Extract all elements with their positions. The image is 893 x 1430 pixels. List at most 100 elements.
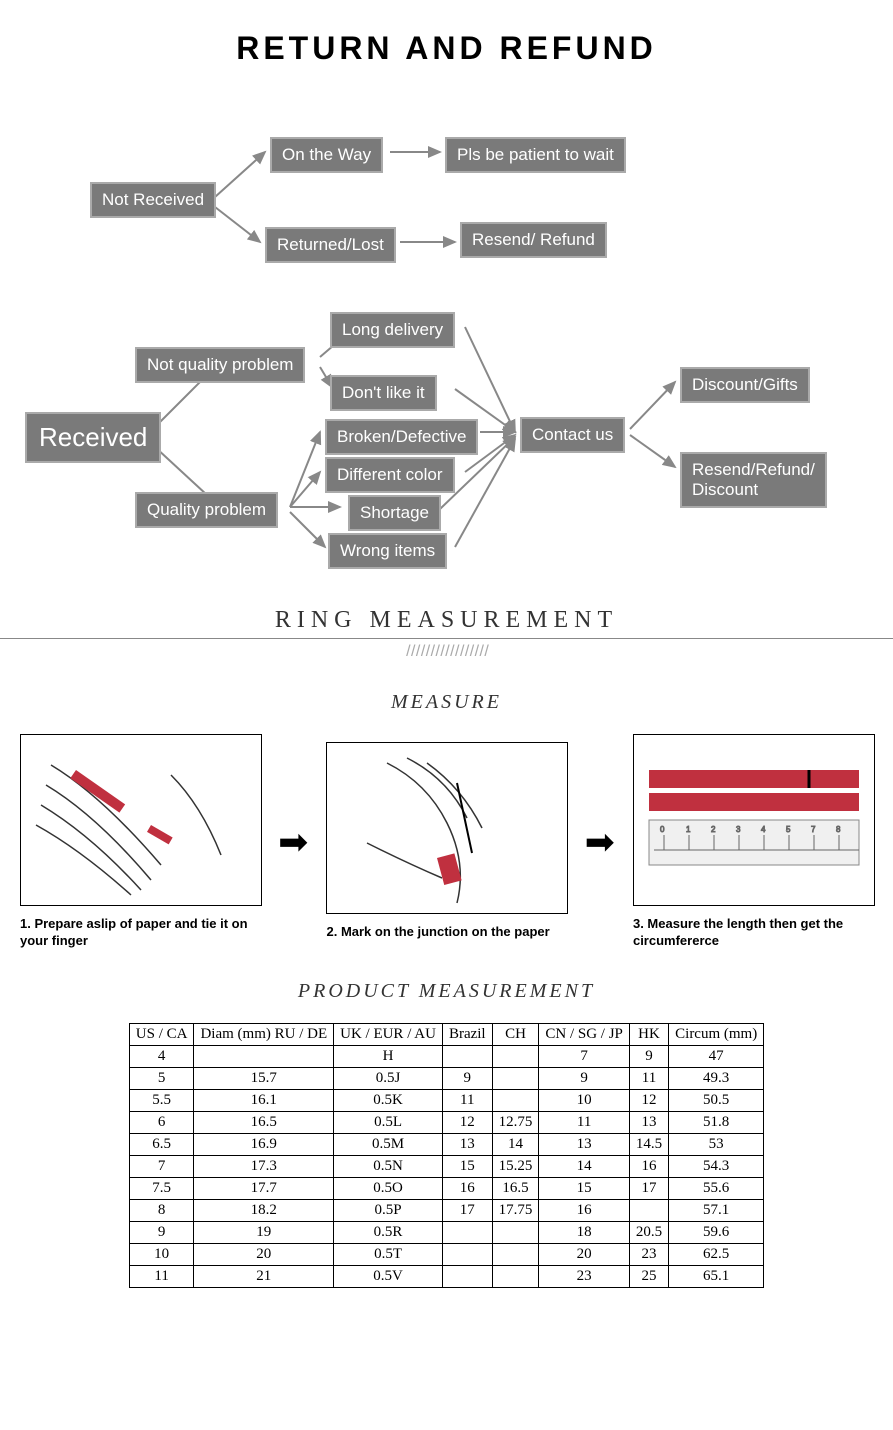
table-cell: 16 (629, 1155, 668, 1177)
table-cell: 16.9 (194, 1133, 334, 1155)
table-row: 7.517.70.5O1616.5151755.6 (129, 1177, 763, 1199)
table-cell: 11 (129, 1265, 194, 1287)
table-cell: 11 (539, 1111, 630, 1133)
flow-node-not_quality: Not quality problem (135, 347, 305, 383)
main-title: RETURN AND REFUND (0, 30, 893, 67)
flow-node-long_del: Long delivery (330, 312, 455, 348)
return-flowchart: Not ReceivedOn the WayPls be patient to … (0, 107, 893, 587)
measure-image-1 (20, 734, 262, 906)
table-cell: 16.5 (194, 1111, 334, 1133)
table-cell: 16.5 (492, 1177, 539, 1199)
table-header-cell: CH (492, 1023, 539, 1045)
flow-node-returned: Returned/Lost (265, 227, 396, 263)
ring-title: RING MEASUREMENT (265, 607, 628, 634)
table-cell: 50.5 (669, 1089, 764, 1111)
measure-caption-1: 1. Prepare aslip of paper and tie it on … (20, 916, 260, 950)
table-cell: 55.6 (669, 1177, 764, 1199)
flow-node-dont_like: Don't like it (330, 375, 437, 411)
table-cell: 15 (539, 1177, 630, 1199)
svg-text:4: 4 (761, 825, 766, 834)
table-header-cell: CN / SG / JP (539, 1023, 630, 1045)
table-cell: 11 (629, 1067, 668, 1089)
table-row: 717.30.5N1515.25141654.3 (129, 1155, 763, 1177)
table-row: 616.50.5L1212.75111351.8 (129, 1111, 763, 1133)
table-cell: 15.25 (492, 1155, 539, 1177)
table-row: 818.20.5P1717.751657.1 (129, 1199, 763, 1221)
table-cell (492, 1221, 539, 1243)
table-cell: 12 (442, 1111, 492, 1133)
measure-steps-row: 1. Prepare aslip of paper and tie it on … (0, 734, 893, 950)
table-cell: 9 (442, 1067, 492, 1089)
table-cell: 16 (539, 1199, 630, 1221)
flow-node-on_way: On the Way (270, 137, 383, 173)
svg-text:8: 8 (836, 825, 841, 834)
table-cell: 8 (129, 1199, 194, 1221)
table-cell: 12.75 (492, 1111, 539, 1133)
table-cell: 0.5K (334, 1089, 443, 1111)
table-cell: 11 (442, 1089, 492, 1111)
flow-node-shortage: Shortage (348, 495, 441, 531)
table-cell: 53 (669, 1133, 764, 1155)
table-header-cell: Diam (mm) RU / DE (194, 1023, 334, 1045)
table-cell (492, 1067, 539, 1089)
table-cell: 17 (442, 1199, 492, 1221)
table-cell: 18.2 (194, 1199, 334, 1221)
table-cell: 17.7 (194, 1177, 334, 1199)
table-cell (492, 1265, 539, 1287)
flow-node-resend1: Resend/ Refund (460, 222, 607, 258)
svg-text:2: 2 (711, 825, 716, 834)
measure-step-3: 0 1 2 3 4 5 7 8 3. Measure the length th… (633, 734, 873, 950)
table-cell: 0.5T (334, 1243, 443, 1265)
table-cell: 9 (629, 1045, 668, 1067)
table-cell: 51.8 (669, 1111, 764, 1133)
table-cell (492, 1243, 539, 1265)
table-cell: 7 (129, 1155, 194, 1177)
measure-caption-2: 2. Mark on the junction on the paper (326, 924, 566, 941)
table-cell: H (334, 1045, 443, 1067)
measure-image-3: 0 1 2 3 4 5 7 8 (633, 734, 875, 906)
table-cell: 17.75 (492, 1199, 539, 1221)
flow-node-quality: Quality problem (135, 492, 278, 528)
arrow-icon: ➡ (585, 821, 615, 863)
measure-subheader: MEASURE (0, 691, 893, 714)
table-cell: 0.5V (334, 1265, 443, 1287)
table-cell: 0.5O (334, 1177, 443, 1199)
table-cell: 6 (129, 1111, 194, 1133)
table-cell: 7 (539, 1045, 630, 1067)
table-cell: 9 (539, 1067, 630, 1089)
table-cell: 4 (129, 1045, 194, 1067)
table-cell: 14.5 (629, 1133, 668, 1155)
flow-node-resend2: Resend/Refund/Discount (680, 452, 827, 508)
table-cell (194, 1045, 334, 1067)
table-cell: 13 (539, 1133, 630, 1155)
table-cell: 0.5J (334, 1067, 443, 1089)
table-row: 10200.5T202362.5 (129, 1243, 763, 1265)
table-row: 6.516.90.5M13141314.553 (129, 1133, 763, 1155)
table-row: 9190.5R1820.559.6 (129, 1221, 763, 1243)
table-cell: 62.5 (669, 1243, 764, 1265)
measure-step-2: 2. Mark on the junction on the paper (326, 742, 566, 941)
flow-node-discount: Discount/Gifts (680, 367, 810, 403)
table-cell: 5 (129, 1067, 194, 1089)
table-header-cell: UK / EUR / AU (334, 1023, 443, 1045)
measure-step-1: 1. Prepare aslip of paper and tie it on … (20, 734, 260, 950)
table-cell: 17 (629, 1177, 668, 1199)
table-cell: 10 (129, 1243, 194, 1265)
table-cell: 6.5 (129, 1133, 194, 1155)
table-cell: 23 (629, 1243, 668, 1265)
table-cell: 20 (194, 1243, 334, 1265)
flow-node-broken: Broken/Defective (325, 419, 478, 455)
hatching-decoration: / / / / / / / / / / / / / / / / / (0, 643, 893, 661)
table-cell: 65.1 (669, 1265, 764, 1287)
ring-measurement-header: RING MEASUREMENT / / / / / / / / / / / /… (0, 607, 893, 661)
table-cell: 20.5 (629, 1221, 668, 1243)
measure-image-2 (326, 742, 568, 914)
table-row: 4H7947 (129, 1045, 763, 1067)
table-header-cell: HK (629, 1023, 668, 1045)
table-row: 11210.5V232565.1 (129, 1265, 763, 1287)
table-cell: 12 (629, 1089, 668, 1111)
measure-caption-3: 3. Measure the length then get the circu… (633, 916, 873, 950)
flow-node-contact: Contact us (520, 417, 625, 453)
table-cell: 9 (129, 1221, 194, 1243)
svg-text:7: 7 (811, 825, 816, 834)
